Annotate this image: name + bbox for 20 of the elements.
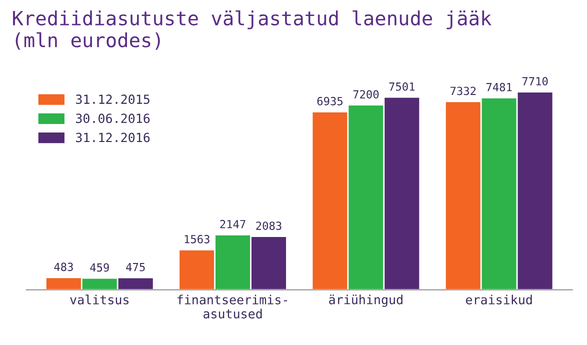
data-label: 2147	[220, 220, 246, 228]
data-label: 459	[90, 263, 109, 272]
data-label: 6935	[317, 96, 342, 106]
data-label: 1563	[184, 234, 210, 244]
data-label: 7332	[450, 86, 476, 96]
x-tick-label: äriühingud	[329, 294, 402, 307]
data-label: 7481	[486, 82, 512, 92]
x-tick-label: eraisikud	[466, 294, 532, 304]
legend-label: 31.12.2016	[76, 132, 150, 142]
data-label: 7200	[353, 90, 379, 99]
data-label: 2083	[256, 222, 282, 230]
chart-title: Krediidiasutuste väljastatud laenude jääk (mln eurodes)	[13, 10, 492, 50]
data-label: 7501	[389, 82, 415, 91]
x-tick-label: finantseerimis- asutused	[178, 294, 288, 318]
data-label: 7710	[522, 77, 548, 86]
legend-label: 30.06.2016	[76, 114, 150, 124]
data-label: 483	[54, 262, 73, 272]
data-label: 475	[126, 263, 145, 272]
legend-label: 31.12.2015	[76, 94, 150, 104]
x-tick-label: valitsus	[70, 294, 129, 304]
